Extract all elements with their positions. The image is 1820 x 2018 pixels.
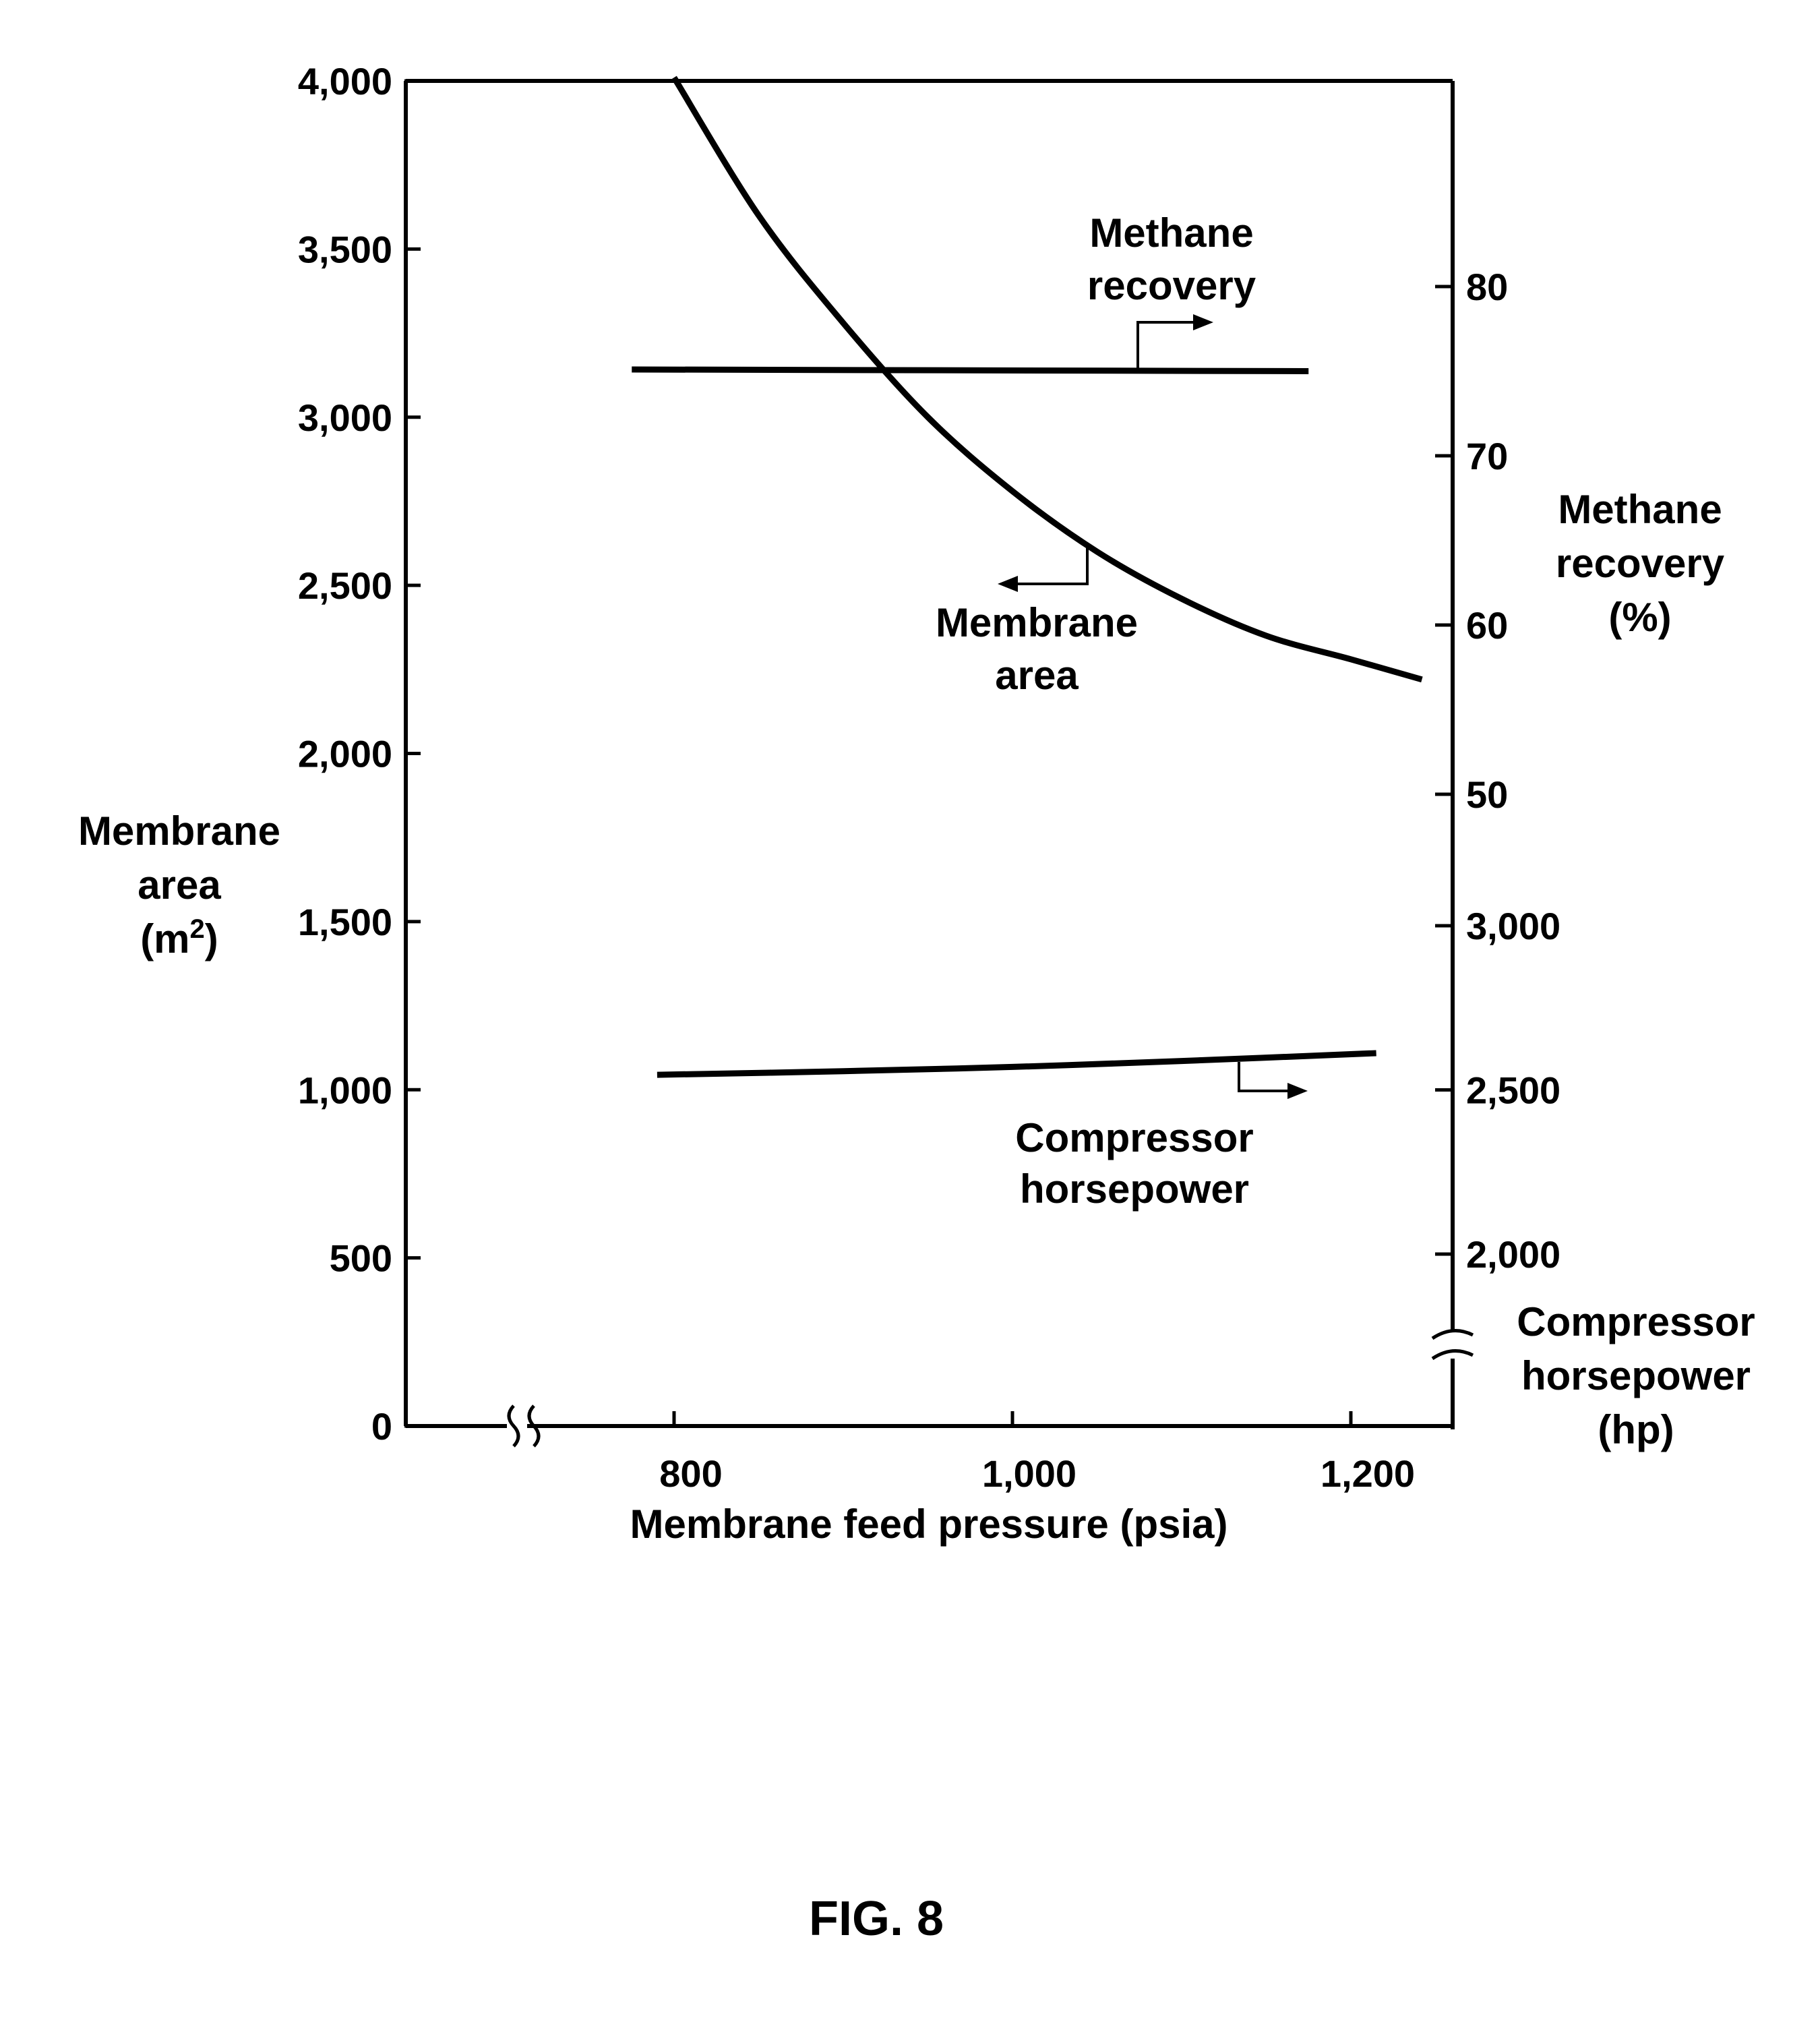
area-annotation: Membrane area [936,546,1138,698]
left-axis-title-unit: (m [140,916,189,961]
compressor-horsepower-line [657,1053,1376,1075]
x-tick-label: 1,000 [982,1452,1076,1495]
recovery-tick-label: 80 [1466,266,1508,308]
left-tick-label: 500 [330,1237,392,1280]
left-axis-title-line-1: Membrane [78,808,280,854]
recovery-annotation-line-2: recovery [1087,263,1256,308]
right-recovery-title-line-1: Methane [1558,487,1722,532]
x-axis-break [509,1406,539,1446]
horsepower-annotation: Compressor horsepower [1015,1062,1308,1212]
x-tick-label: 800 [659,1452,722,1495]
horsepower-leader-arrow [1239,1062,1291,1091]
left-tick-label: 0 [371,1405,392,1448]
left-axis-title-superscript: 2 [190,914,205,944]
recovery-annotation-line-1: Methane [1089,210,1253,256]
horsepower-tick-label: 2,500 [1466,1069,1560,1112]
horsepower-arrowhead [1287,1083,1308,1099]
left-axis-title: Membrane area (m2) [78,808,280,961]
area-annotation-line-1: Membrane [936,600,1138,645]
left-tick-label: 4,000 [298,60,392,102]
left-axis-title-unit-close: ) [205,916,218,961]
area-leader-arrow [1014,546,1087,584]
recovery-arrowhead [1193,314,1213,330]
plot-frame [406,81,1453,1429]
methane-recovery-line [632,369,1308,372]
right-horsepower-title: Compressor horsepower (hp) [1517,1299,1755,1452]
area-annotation-line-2: area [995,653,1079,698]
right-recovery-title-line-3: (%) [1608,595,1671,640]
right-recovery-title-line-2: recovery [1556,541,1725,586]
left-tick-label: 1,000 [298,1069,392,1111]
left-tick-label: 1,500 [298,901,392,943]
left-tick-label: 2,500 [298,564,392,607]
left-axis-title-line-2: area [138,862,221,908]
left-tick-label: 3,500 [298,228,392,270]
horsepower-tick-label: 2,000 [1466,1233,1560,1276]
x-tick-label: 1,200 [1321,1452,1415,1495]
left-axis-title-line-3: (m2) [140,914,218,961]
membrane-area-line [674,78,1422,680]
recovery-leader-arrow [1138,322,1196,368]
x-ticks: 800 1,000 1,200 [659,1411,1415,1495]
recovery-tick-label: 60 [1466,604,1508,647]
left-tick-label: 2,000 [298,733,392,775]
right-horsepower-title-line-2: horsepower [1521,1353,1751,1398]
figure-label: FIG. 8 [809,1892,944,1946]
horsepower-tick-label: 3,000 [1466,905,1560,947]
x-axis-title: Membrane feed pressure (psia) [630,1502,1228,1547]
recovery-tick-label: 50 [1466,773,1508,816]
left-ticks: 0 500 1,000 1,500 2,000 2,500 3,000 3,500 4,000 [298,60,421,1448]
right-recovery-title: Methane recovery (%) [1556,487,1725,640]
series-layer [632,78,1422,1075]
left-tick-label: 3,000 [298,396,392,439]
horsepower-annotation-line-1: Compressor [1015,1115,1253,1160]
horsepower-annotation-line-2: horsepower [1020,1166,1249,1212]
area-arrowhead [998,576,1018,592]
recovery-tick-label: 70 [1466,435,1508,477]
right-horsepower-title-line-3: (hp) [1598,1407,1674,1452]
right-horsepower-title-line-1: Compressor [1517,1299,1755,1344]
right-axis-break [1432,1331,1473,1359]
recovery-annotation: Methane recovery [1087,210,1256,368]
